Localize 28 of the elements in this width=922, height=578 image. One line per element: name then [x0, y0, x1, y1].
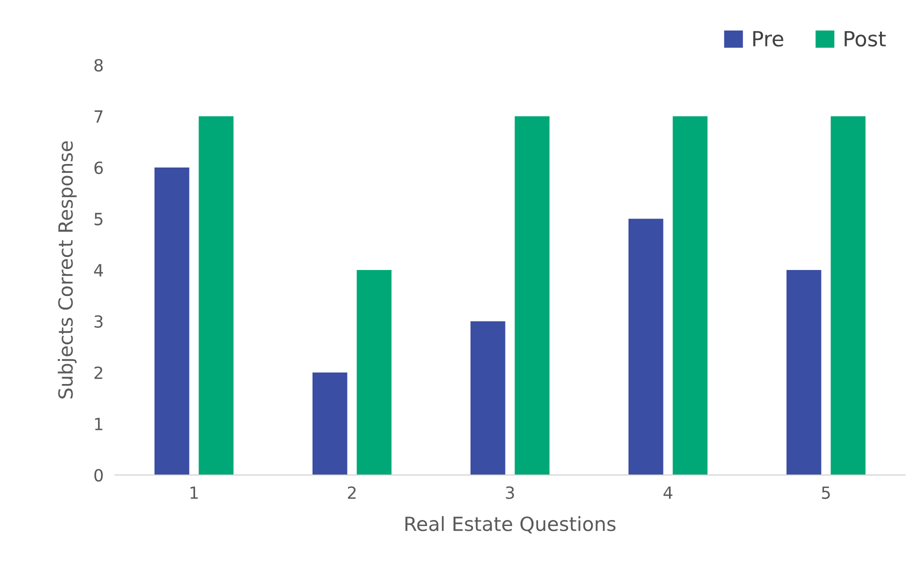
y-tick-label: 8	[94, 58, 103, 72]
y-tick-label: 2	[94, 366, 102, 379]
x-tick-label: 1	[190, 486, 198, 499]
x-axis-title: Real Estate Questions	[405, 516, 616, 534]
bar	[154, 168, 190, 475]
bar	[470, 321, 506, 475]
y-tick-label: 4	[94, 264, 103, 276]
legend-label: Post	[844, 31, 886, 47]
x-tick-label: 4	[664, 486, 672, 499]
y-tick-label: 3	[94, 315, 103, 328]
y-tick-label: 6	[94, 161, 103, 174]
x-tick-label: 3	[506, 486, 514, 500]
legend-label: Pre	[753, 31, 784, 47]
y-tick-label: 0	[94, 468, 103, 482]
y-tick-label: 5	[94, 212, 102, 226]
y-axis-title: Subjects Correct Response	[58, 141, 77, 398]
x-tick-label: 5	[822, 486, 830, 500]
bar	[786, 270, 822, 475]
y-tick-label: 1	[95, 418, 102, 430]
bar	[198, 116, 234, 475]
bar	[628, 218, 664, 475]
bar	[830, 116, 866, 475]
bar	[356, 270, 392, 475]
x-tick-label: 2	[348, 486, 356, 499]
bar	[312, 372, 348, 475]
bar	[514, 116, 550, 475]
bar	[672, 116, 708, 475]
y-tick-label: 7	[94, 110, 102, 123]
